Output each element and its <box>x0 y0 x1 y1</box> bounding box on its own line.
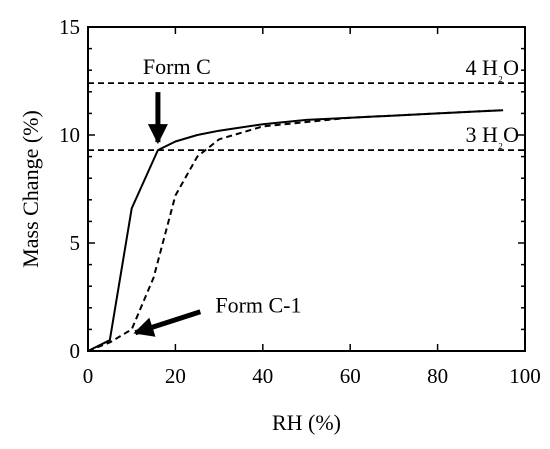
x-tick-label: 0 <box>83 364 94 388</box>
reference-line-label-2: 3 H₂O <box>465 122 519 150</box>
series-layer <box>87 109 504 352</box>
series-line-1 <box>87 109 504 352</box>
plot-frame <box>87 26 526 352</box>
annotations: Form C Form C-1 <box>133 54 302 337</box>
x-axis-title: RH (%) <box>272 410 341 435</box>
y-tick-label: 0 <box>70 339 81 363</box>
form-c-1-label: Form C-1 <box>215 293 301 318</box>
x-tick-label: 100 <box>509 364 541 388</box>
x-tick-label: 40 <box>252 364 273 388</box>
x-tick-label: 80 <box>427 364 448 388</box>
y-axis-ticks: 0 5 10 15 <box>59 15 525 363</box>
y-tick-label: 10 <box>59 123 80 147</box>
form-c-label: Form C <box>143 54 211 79</box>
y-tick-label: 15 <box>59 15 80 39</box>
form-c-1-arrow <box>133 309 202 337</box>
y-axis-title: Mass Change (%) <box>18 110 43 268</box>
y-tick-label: 5 <box>70 231 81 255</box>
x-tick-label: 60 <box>340 364 361 388</box>
series-line-2 <box>87 109 504 352</box>
reference-line-label-1: 4 H₂O <box>465 55 519 83</box>
x-tick-label: 20 <box>165 364 186 388</box>
reference-lines: 4 H₂O 3 H₂O <box>88 55 525 152</box>
x-axis-ticks: 0 20 40 60 80 100 <box>83 27 541 388</box>
